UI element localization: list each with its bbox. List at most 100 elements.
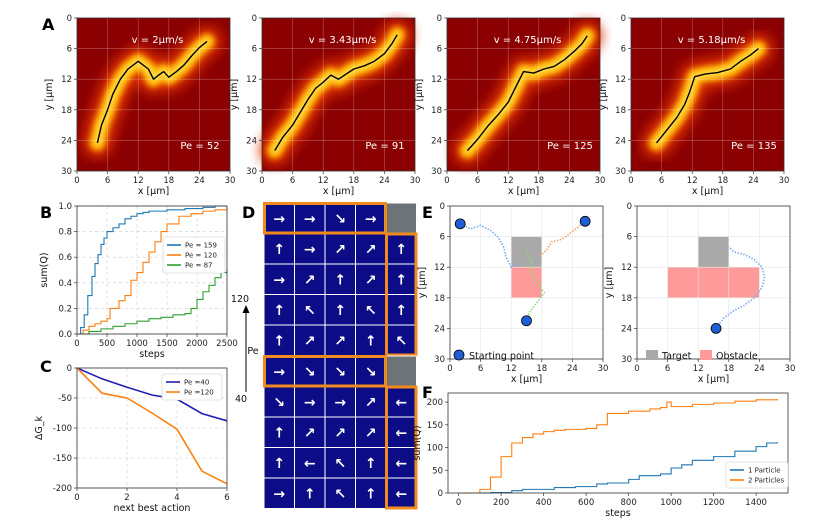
x-tick-label: 6 bbox=[290, 176, 295, 186]
plot-frame bbox=[447, 392, 789, 494]
highlight-right-column bbox=[385, 232, 418, 357]
arrow-glyph: ↑ bbox=[395, 303, 407, 319]
x-tick-label: 18 bbox=[533, 176, 544, 186]
y-tick-label: 30 bbox=[621, 355, 632, 365]
arrow-glyph: ← bbox=[395, 456, 407, 472]
y-tick-label: 0 bbox=[437, 14, 442, 24]
x-tick-label: 12 bbox=[687, 176, 698, 186]
x-tick-label: 0 bbox=[74, 176, 79, 186]
policy-cell bbox=[355, 202, 387, 234]
panel-b-chart: 0 500 1000 1500 2000 2500 0.0 0.2 0.4 0.6 0.8 1.0 st… bbox=[39, 202, 238, 360]
y-tick-label: 0 bbox=[252, 14, 257, 24]
policy-cell bbox=[324, 233, 356, 265]
x-tick-label: 18 bbox=[163, 176, 174, 186]
y-tick-label: 12 bbox=[431, 75, 442, 85]
arrow-glyph: ↗ bbox=[365, 242, 377, 258]
velocity-label: v = 4.75μm/s bbox=[494, 35, 562, 46]
arrow-glyph: ↘ bbox=[365, 364, 377, 380]
arrow-glyph: ↘ bbox=[334, 211, 346, 227]
policy-cell bbox=[385, 233, 417, 265]
panel-d-policy-grids: → → ↘ → ↑ → ↗ ↗ ↑ → ↗ ↑ ↗ ↑ ↑ ↖ ↑ ↖ ↑ ↑ ↗ ↗ ↑ ↖ → ↘ ↘ ↘ ↘ → → ↗ ← ↑ ↗ ↗ ↗ ← ↑ ←… bbox=[231, 202, 418, 510]
x-tick-label: 6 bbox=[475, 176, 480, 186]
panel-letter-f: F bbox=[422, 383, 433, 402]
x-axis-label: x [μm] bbox=[511, 374, 542, 385]
pe-label: Pe = 91 bbox=[365, 141, 404, 152]
arrow-glyph: ↘ bbox=[304, 364, 316, 380]
legend-obstacle-label: Obstacle bbox=[716, 351, 758, 362]
x-tick-label: 18 bbox=[348, 176, 359, 186]
arrow-glyph: ↑ bbox=[365, 486, 377, 502]
arrow-glyph: → bbox=[273, 211, 285, 227]
y-tick-label: 24 bbox=[431, 136, 442, 146]
series-line-2 bbox=[76, 367, 228, 485]
y-axis-label: y [μm] bbox=[414, 79, 425, 110]
x-tick-label: 6 bbox=[665, 364, 670, 374]
x-tick-label: 30 bbox=[779, 176, 790, 186]
x-tick-label: 6 bbox=[659, 176, 664, 186]
panel-letter-a: A bbox=[42, 15, 55, 34]
x-tick-label: 0 bbox=[444, 176, 449, 186]
x-tick-label: 1500 bbox=[156, 339, 178, 349]
arrow-glyph: ← bbox=[395, 425, 407, 441]
x-tick-label: 1000 bbox=[126, 339, 148, 349]
y-tick-label: 0.2 bbox=[58, 304, 72, 314]
y-tick-label: 0.6 bbox=[58, 253, 72, 263]
y-tick-label: 200 bbox=[427, 398, 443, 408]
x-axis-label: next best action bbox=[114, 503, 191, 514]
y-tick-label: 0 bbox=[67, 14, 72, 24]
legend-label: Pe =40 bbox=[184, 379, 209, 387]
panel-letter-c: C bbox=[40, 357, 52, 376]
arrow-glyph: ↗ bbox=[304, 333, 316, 349]
x-axis-label: steps bbox=[605, 508, 631, 519]
x-tick-label: 24 bbox=[748, 176, 759, 186]
heatmap-frame bbox=[630, 17, 785, 172]
target-cell bbox=[385, 202, 417, 234]
pe-label: Pe = 135 bbox=[731, 141, 777, 152]
legend-start-marker bbox=[453, 349, 465, 361]
x-tick-label: 0 bbox=[456, 498, 461, 508]
panel-letter-e: E bbox=[422, 203, 433, 222]
arrow-glyph: ↖ bbox=[395, 333, 407, 349]
y-tick-label: 50 bbox=[432, 466, 443, 476]
series-line-2 bbox=[77, 207, 228, 335]
x-tick-label: 12 bbox=[318, 176, 329, 186]
y-tick-label: 100 bbox=[427, 444, 443, 454]
x-tick-label: 0 bbox=[259, 176, 264, 186]
pe-axis-bottom-value: 40 bbox=[235, 394, 247, 405]
x-axis-label: steps bbox=[139, 349, 165, 360]
legend-label: 2 Particles bbox=[748, 477, 785, 485]
y-axis-label: y [μm] bbox=[598, 79, 609, 110]
y-tick-label: 24 bbox=[621, 324, 632, 334]
arrow-glyph: ↗ bbox=[334, 333, 346, 349]
y-tick-label: 30 bbox=[246, 167, 257, 177]
arrow-glyph: ↖ bbox=[334, 456, 346, 472]
policy-grid-pe-40: → ↘ ↘ ↘ ↘ → → ↗ ← ↑ ↗ ↗ ↗ ← ↑ ← ↖ ↑ ← → ↑ ↖ ↑ ← bbox=[263, 355, 418, 510]
y-tick-label: 30 bbox=[431, 167, 442, 177]
x-tick-label: 1400 bbox=[745, 498, 767, 508]
y-tick-label: 12 bbox=[615, 75, 626, 85]
x-tick-label: 200 bbox=[493, 498, 509, 508]
y-tick-label: 30 bbox=[615, 167, 626, 177]
heatmap-subplot-2: v = 3.43μm/sPe = 910 6 12 18 24 300612182430x… bbox=[229, 14, 420, 197]
arrow-glyph: → bbox=[334, 395, 346, 411]
arrow-glyph: ↑ bbox=[273, 242, 285, 258]
x-tick-label: 6 bbox=[478, 364, 483, 374]
legend-target-swatch bbox=[646, 350, 658, 360]
arrow-glyph: → bbox=[273, 486, 285, 502]
velocity-label: v = 5.18μm/s bbox=[678, 35, 746, 46]
x-tick-label: 18 bbox=[717, 176, 728, 186]
x-tick-label: 6 bbox=[105, 176, 110, 186]
arrow-glyph: ↑ bbox=[395, 272, 407, 288]
x-axis-label: x [μm] bbox=[323, 186, 354, 197]
arrow-glyph: ↑ bbox=[273, 303, 285, 319]
legend-label: Pe = 120 bbox=[185, 252, 217, 260]
y-tick-label: 18 bbox=[615, 106, 626, 116]
policy-cell bbox=[385, 294, 417, 326]
x-tick-label: 0 bbox=[447, 364, 452, 374]
trajectory-line bbox=[655, 48, 759, 144]
